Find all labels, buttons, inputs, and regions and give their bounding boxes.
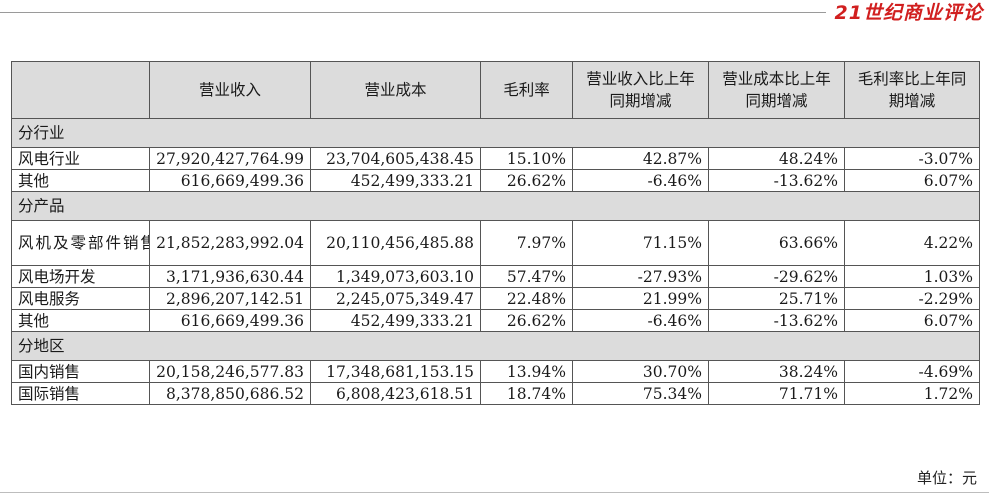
- revenue-change-cell: -27.93%: [572, 265, 709, 288]
- revenue-change-cell: -6.46%: [572, 169, 709, 192]
- revenue-cell: 2,896,207,142.51: [149, 287, 311, 310]
- revenue-cell: 21,852,283,992.04: [149, 220, 311, 266]
- table-row: 其他 616,669,499.36 452,499,333.21 26.62% …: [11, 309, 980, 332]
- margin-change-cell: 1.03%: [844, 265, 980, 288]
- section-title: 分地区: [11, 331, 980, 361]
- margin-change-cell: -2.29%: [844, 287, 980, 310]
- row-label: 风电行业: [11, 147, 150, 170]
- header-margin-change: 毛利率比上年同期增减: [844, 61, 980, 119]
- margin-cell: 15.10%: [480, 147, 573, 170]
- financial-table: 营业收入 营业成本 毛利率 营业收入比上年同期增减 营业成本比上年同期增减 毛利…: [11, 61, 980, 405]
- header-cost: 营业成本: [310, 61, 481, 119]
- section-title: 分产品: [11, 191, 980, 221]
- revenue-change-cell: -6.46%: [572, 309, 709, 332]
- revenue-cell: 20,158,246,577.83: [149, 360, 311, 383]
- margin-change-cell: 6.07%: [844, 309, 980, 332]
- section-title: 分行业: [11, 118, 980, 148]
- margin-change-cell: -4.69%: [844, 360, 980, 383]
- section-row: 分产品: [11, 191, 980, 221]
- margin-cell: 26.62%: [480, 169, 573, 192]
- table-row: 国内销售 20,158,246,577.83 17,348,681,153.15…: [11, 360, 980, 383]
- margin-cell: 26.62%: [480, 309, 573, 332]
- margin-change-cell: -3.07%: [844, 147, 980, 170]
- cost-cell: 2,245,075,349.47: [310, 287, 481, 310]
- row-label: 风电场开发: [11, 265, 150, 288]
- margin-cell: 7.97%: [480, 220, 573, 266]
- row-label: 其他: [11, 169, 150, 192]
- table-row: 风机及零部件销售 21,852,283,992.04 20,110,456,48…: [11, 220, 980, 266]
- revenue-change-cell: 30.70%: [572, 360, 709, 383]
- revenue-change-cell: 71.15%: [572, 220, 709, 266]
- revenue-change-cell: 42.87%: [572, 147, 709, 170]
- table-row: 风电场开发 3,171,936,630.44 1,349,073,603.10 …: [11, 265, 980, 288]
- revenue-change-cell: 21.99%: [572, 287, 709, 310]
- margin-cell: 18.74%: [480, 382, 573, 405]
- cost-change-cell: 38.24%: [708, 360, 845, 383]
- header-cost-change: 营业成本比上年同期增减: [708, 61, 845, 119]
- cost-cell: 23,704,605,438.45: [310, 147, 481, 170]
- cost-cell: 20,110,456,485.88: [310, 220, 481, 266]
- revenue-cell: 616,669,499.36: [149, 169, 311, 192]
- section-row: 分地区: [11, 331, 980, 361]
- row-label-text: 风机及零部件销售: [18, 234, 150, 252]
- margin-change-cell: 1.72%: [844, 382, 980, 405]
- brand-logo: 21世纪商业评论: [834, 2, 983, 24]
- cost-change-cell: 71.71%: [708, 382, 845, 405]
- row-label: 国内销售: [11, 360, 150, 383]
- revenue-cell: 27,920,427,764.99: [149, 147, 311, 170]
- revenue-change-cell: 75.34%: [572, 382, 709, 405]
- table-row: 风电服务 2,896,207,142.51 2,245,075,349.47 2…: [11, 287, 980, 310]
- cost-change-cell: -13.62%: [708, 169, 845, 192]
- cost-change-cell: -13.62%: [708, 309, 845, 332]
- header-revenue: 营业收入: [149, 61, 311, 119]
- header-row: 营业收入 营业成本 毛利率 营业收入比上年同期增减 营业成本比上年同期增减 毛利…: [11, 61, 980, 119]
- header-blank: [11, 61, 150, 119]
- cost-change-cell: 48.24%: [708, 147, 845, 170]
- row-label: 其他: [11, 309, 150, 332]
- row-label: 风机及零部件销售: [11, 220, 150, 266]
- cost-change-cell: 63.66%: [708, 220, 845, 266]
- cost-cell: 17,348,681,153.15: [310, 360, 481, 383]
- margin-cell: 57.47%: [480, 265, 573, 288]
- revenue-cell: 8,378,850,686.52: [149, 382, 311, 405]
- row-label: 国际销售: [11, 382, 150, 405]
- margin-change-cell: 6.07%: [844, 169, 980, 192]
- cost-cell: 1,349,073,603.10: [310, 265, 481, 288]
- bottom-rule: [0, 492, 989, 493]
- header-margin: 毛利率: [480, 61, 573, 119]
- revenue-cell: 3,171,936,630.44: [149, 265, 311, 288]
- table-row: 风电行业 27,920,427,764.99 23,704,605,438.45…: [11, 147, 980, 170]
- section-row: 分行业: [11, 118, 980, 148]
- margin-cell: 13.94%: [480, 360, 573, 383]
- cost-cell: 452,499,333.21: [310, 169, 481, 192]
- cost-change-cell: -29.62%: [708, 265, 845, 288]
- cost-cell: 6,808,423,618.51: [310, 382, 481, 405]
- row-label: 风电服务: [11, 287, 150, 310]
- cost-cell: 452,499,333.21: [310, 309, 481, 332]
- table-row: 其他 616,669,499.36 452,499,333.21 26.62% …: [11, 169, 980, 192]
- margin-cell: 22.48%: [480, 287, 573, 310]
- cost-change-cell: 25.71%: [708, 287, 845, 310]
- top-rule: [0, 12, 826, 13]
- unit-note: 单位：元: [916, 469, 977, 487]
- table-row: 国际销售 8,378,850,686.52 6,808,423,618.51 1…: [11, 382, 980, 405]
- header-revenue-change: 营业收入比上年同期增减: [572, 61, 709, 119]
- revenue-cell: 616,669,499.36: [149, 309, 311, 332]
- margin-change-cell: 4.22%: [844, 220, 980, 266]
